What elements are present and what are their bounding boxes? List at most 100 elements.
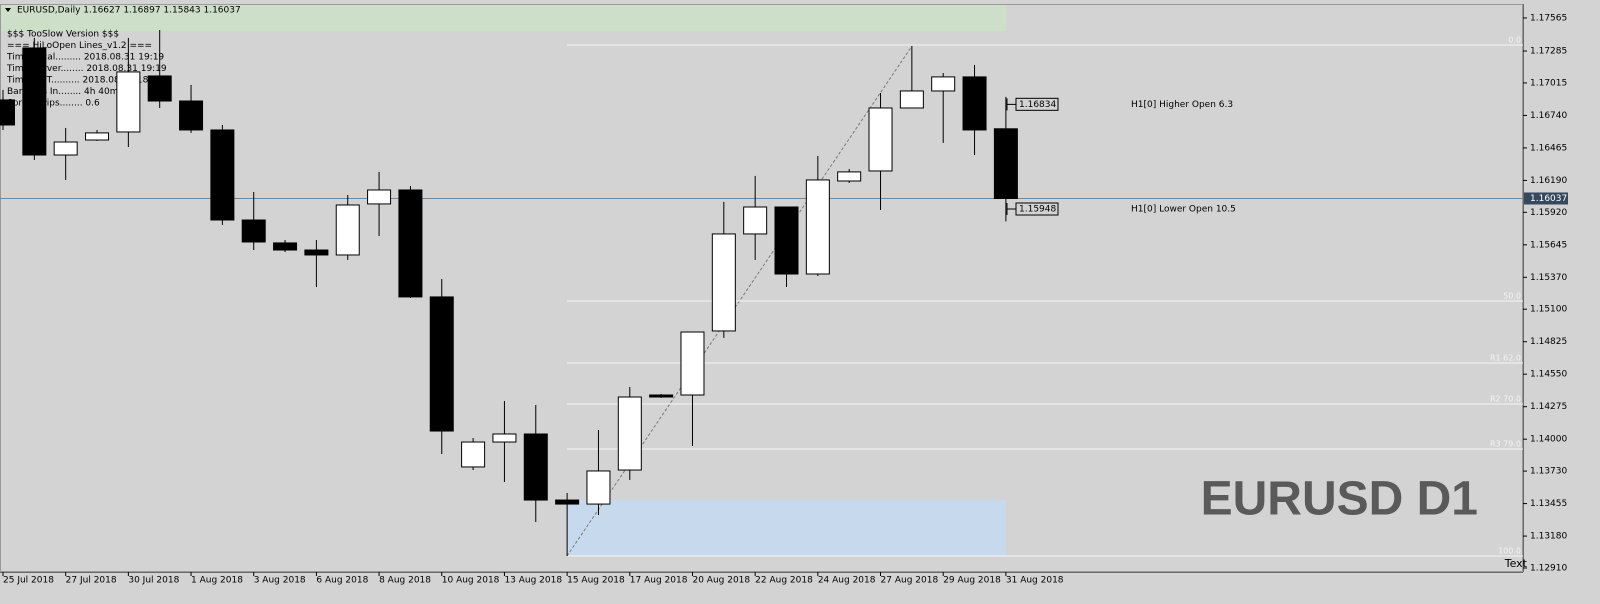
current-price-box [1524,192,1568,205]
x-tick-label: 27 Jul 2018 [66,576,117,586]
open-level-marker [1006,98,1016,111]
corner-label: Text [1504,557,1528,570]
x-tick-label: 6 Aug 2018 [316,576,368,586]
candle-body [179,100,204,131]
candle-body [837,171,862,182]
x-tick-label: 31 Aug 2018 [1006,576,1064,586]
x-tick-label: 24 Aug 2018 [818,576,876,586]
candle-body [774,206,799,275]
x-tick-label: 29 Aug 2018 [943,576,1001,586]
candle-body [680,331,705,396]
y-tick-label: 1.15100 [1530,305,1567,315]
candle-body [22,47,47,156]
open-level-box [1015,202,1059,216]
candle-body [931,76,956,92]
fib-label: R1 62.0 [1490,353,1521,362]
menu-arrow[interactable] [5,8,11,12]
chart-header: EURUSD,Daily 1.16627 1.16897 1.15843 1.1… [17,6,241,16]
candle-body [53,141,78,156]
fib-label: 100.0 [1498,547,1521,556]
indicator-text: Spread Pips........ 0.6 [7,99,100,109]
x-tick-label: 10 Aug 2018 [442,576,500,586]
indicator-text: Time GMT.......... 2018.08.31 18:19 [6,76,163,86]
candle-body [241,219,266,243]
candle-body [743,206,768,235]
y-tick-label: 1.14000 [1530,435,1567,445]
x-tick-label: 13 Aug 2018 [504,576,562,586]
x-tick-label: 25 Jul 2018 [3,576,54,586]
open-level-text: H1[0] Lower Open 10.5 [1131,205,1236,215]
candle-body [805,179,830,275]
candle-body [492,433,517,443]
candle-body [367,189,392,205]
x-tick-label: 27 Aug 2018 [881,576,939,586]
y-tick-label: 1.13455 [1530,499,1567,509]
candle-body [210,129,235,221]
low-zone [567,500,1006,556]
y-tick-label: 1.17285 [1530,47,1567,57]
indicator-text: Time Local......... 2018.08.31 19:19 [6,53,164,63]
y-tick-label: 1.15920 [1530,208,1567,218]
x-tick-label: 1 Aug 2018 [191,576,243,586]
candle-body [116,71,141,133]
candle-body [711,233,736,332]
indicator-text: $$$ TooSlow Version $$$ [7,30,119,40]
open-level-text: H1[0] Higher Open 6.3 [1131,100,1233,110]
y-tick-label: 1.12910 [1530,563,1567,573]
candle-body [555,499,580,505]
indicator-text: Time Server........ 2018.08.31 19:19 [6,64,167,74]
candle-body [962,76,987,131]
open-level-box [1015,97,1059,111]
candle-body [398,189,423,298]
x-tick-label: 17 Aug 2018 [630,576,688,586]
y-tick-label: 1.14825 [1530,337,1567,347]
y-tick-label: 1.15370 [1530,273,1567,283]
candle-body [899,90,924,109]
indicator-text: === HiLoOpen Lines_v1.2 === [7,41,152,51]
x-tick-label: 15 Aug 2018 [567,576,625,586]
y-tick-label: 1.17015 [1530,78,1567,88]
y-tick-label: 1.16190 [1530,176,1567,186]
y-tick-label: 1.13730 [1530,467,1567,477]
candle-body [147,75,172,102]
candle-body [868,107,893,172]
open-level-marker [1006,203,1016,216]
fib-label: 50.0 [1503,291,1521,300]
candle-body [649,394,674,398]
y-tick-label: 1.15645 [1530,240,1567,250]
fib-label: R3 79.0 [1490,439,1521,448]
candle-body [617,396,642,471]
open-level-price: 1.16834 [1019,100,1056,110]
indicator-text: Bar Ends In........ 4h 40m 21s [7,87,138,97]
candle-body [586,470,611,505]
x-tick-label: 30 Jul 2018 [128,576,179,586]
y-tick-label: 1.14550 [1530,370,1567,380]
fib-label: R2 70.0 [1490,394,1521,403]
fib-label: 0.0 [1508,36,1521,45]
x-tick-label: 22 Aug 2018 [755,576,813,586]
candle-body [85,132,110,141]
candle-body [0,99,15,126]
x-tick-label: 8 Aug 2018 [379,576,431,586]
y-tick-label: 1.13180 [1530,532,1567,542]
candle-body [335,204,360,256]
y-tick-label: 1.14275 [1530,402,1567,412]
y-tick-label: 1.17565 [1530,13,1567,23]
x-tick-label: 20 Aug 2018 [692,576,750,586]
candle-body [273,242,298,251]
plot-area: $$$ TooSlow Version $$$=== HiLoOpen Line… [0,30,1523,557]
y-tick-label: 1.16740 [1530,111,1567,121]
watermark: EURUSD D1 [1201,473,1478,526]
candle-body [523,433,548,501]
candle-body [429,296,454,432]
plot-border [0,4,1523,572]
candle-body [461,441,486,468]
current-price-label: 1.16037 [1530,194,1567,204]
y-tick-label: 1.16465 [1530,143,1567,153]
open-level-price: 1.15948 [1019,205,1056,215]
header-zone [0,4,1006,31]
candle-body [304,249,329,256]
candle-body [993,128,1018,199]
